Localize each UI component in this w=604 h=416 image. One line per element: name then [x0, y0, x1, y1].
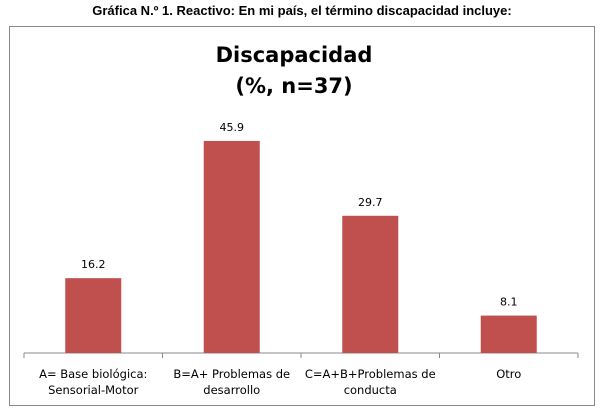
- category-label-4: Otro: [496, 367, 521, 381]
- figure-caption: Gráfica N.º 1. Reactivo: En mi país, el …: [92, 3, 512, 18]
- chart-subtitle: (%, n=37): [235, 74, 352, 98]
- data-label-2: 45.9: [220, 121, 245, 134]
- data-label-1: 16.2: [81, 258, 106, 271]
- category-label-3: C=A+B+Problemas de conducta: [305, 367, 436, 397]
- category-label-1: A= Base biológica: Sensorial-Motor: [39, 367, 147, 397]
- data-label-3: 29.7: [358, 196, 383, 209]
- bar-3: [342, 215, 399, 353]
- bar-4: [480, 315, 537, 353]
- chart-title: Discapacidad: [216, 43, 373, 67]
- bar-2: [203, 140, 260, 353]
- bar-1: [65, 278, 122, 353]
- data-label-4: 8.1: [500, 296, 518, 309]
- category-label-2: B=A+ Problemas de desarrollo: [173, 367, 290, 397]
